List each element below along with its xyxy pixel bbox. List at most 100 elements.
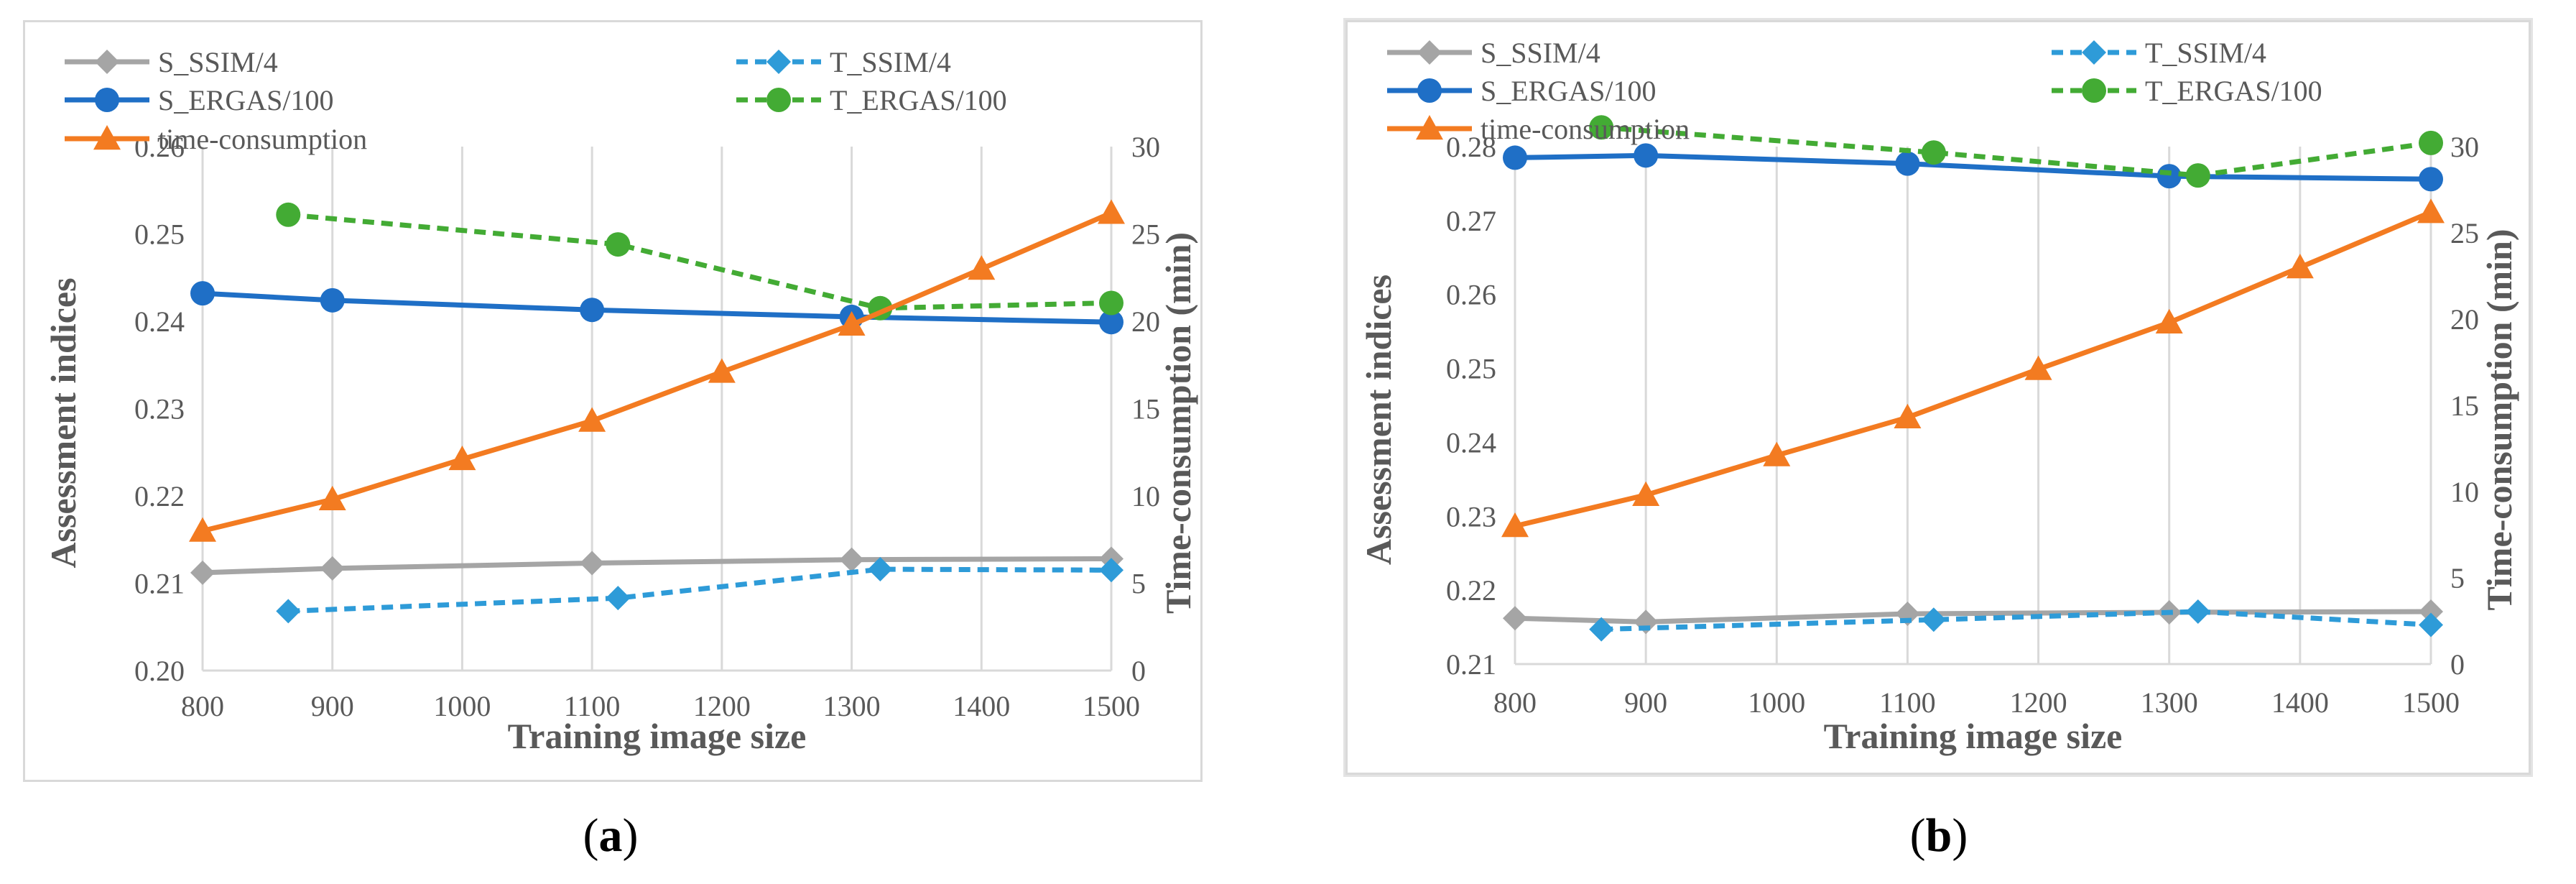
y2-tick-label: 5 bbox=[1131, 568, 1146, 600]
series-s-ssim-4 bbox=[190, 546, 1123, 585]
legend-label: T_SSIM/4 bbox=[2145, 37, 2266, 69]
data-point-t-ssim-4 bbox=[2419, 612, 2443, 637]
legend-marker bbox=[1416, 115, 1443, 140]
y-tick-label: 0.28 bbox=[1446, 131, 1496, 163]
data-point-s-ergas-100 bbox=[1634, 143, 1659, 168]
legend-marker bbox=[766, 50, 791, 74]
caption-b-letter: b bbox=[1925, 809, 1952, 862]
data-point-t-ergas-100 bbox=[276, 202, 301, 227]
x-axis-title: Training image size bbox=[1824, 716, 2123, 756]
y-tick-label: 0.22 bbox=[134, 480, 185, 512]
caption-a-letter: a bbox=[598, 809, 623, 862]
data-point-time-consumption bbox=[2417, 198, 2445, 224]
legend-item-time-consumption: time-consumption bbox=[1387, 113, 1690, 145]
x-tick-label: 900 bbox=[1624, 686, 1667, 719]
y-tick-label: 0.26 bbox=[1446, 279, 1496, 311]
x-tick-label: 1300 bbox=[823, 690, 881, 722]
y-tick-label: 0.24 bbox=[1446, 426, 1496, 459]
data-point-s-ssim-4 bbox=[190, 560, 215, 585]
chart-a-svg: 800 900 1000 1100 1200 1300 1400 1500 0.20 0.21 0.… bbox=[43, 46, 1198, 756]
data-point-time-consumption bbox=[189, 517, 216, 542]
data-point-t-ssim-4 bbox=[276, 599, 301, 624]
data-point-s-ergas-100 bbox=[2156, 164, 2182, 189]
series-line-t-ergas-100 bbox=[287, 212, 1112, 311]
data-point-t-ergas-100 bbox=[1589, 115, 1614, 140]
legend-label: T_ERGAS/100 bbox=[2145, 75, 2322, 107]
series-line-t-ergas-100 bbox=[1600, 124, 2432, 178]
data-point-time-consumption bbox=[2155, 308, 2183, 333]
legend-marker bbox=[766, 88, 791, 112]
data-point-s-ssim-4 bbox=[2419, 599, 2443, 624]
legend-marker bbox=[95, 88, 119, 112]
data-point-s-ergas-100 bbox=[2419, 167, 2443, 192]
x-tick-label: 1200 bbox=[693, 690, 751, 722]
caption-b: (b) bbox=[1909, 809, 1968, 862]
legend-label: T_SSIM/4 bbox=[830, 46, 951, 78]
x-tick-label: 900 bbox=[311, 690, 354, 722]
data-point-t-ergas-100 bbox=[2185, 163, 2210, 188]
legend-label: T_ERGAS/100 bbox=[830, 84, 1007, 116]
series-s-ergas-100 bbox=[1503, 143, 2443, 192]
data-point-time-consumption bbox=[1632, 481, 1660, 506]
data-point-t-ssim-4 bbox=[1921, 607, 1946, 632]
series-time-consumption bbox=[189, 199, 1125, 542]
data-point-t-ssim-4 bbox=[1099, 558, 1123, 583]
data-point-time-consumption bbox=[838, 310, 866, 336]
x-tick-label: 1100 bbox=[1879, 686, 1936, 719]
chart-b-svg: 800 900 1000 1100 1200 1300 1400 1500 0.21 0.22 0.… bbox=[1358, 37, 2519, 756]
series-line-time-consumption bbox=[1514, 209, 2432, 529]
legend-item-s-ssim-4: S_SSIM/4 bbox=[1387, 37, 1600, 69]
y-tick-label: 0.24 bbox=[134, 305, 185, 338]
y2-tick-label: 30 bbox=[2450, 131, 2479, 163]
data-point-time-consumption bbox=[708, 358, 736, 383]
legend-label: time-consumption bbox=[1481, 113, 1690, 145]
y-tick-label: 0.23 bbox=[1446, 500, 1496, 533]
y2-tick-label: 20 bbox=[2450, 303, 2479, 336]
series-line-t-ssim-4 bbox=[1601, 609, 2432, 632]
data-point-s-ergas-100 bbox=[1503, 145, 1527, 170]
data-point-time-consumption bbox=[448, 445, 476, 471]
legend-marker bbox=[1417, 40, 1442, 65]
series-t-ssim-4 bbox=[1589, 599, 2443, 642]
legend-item-t-ssim-4: T_SSIM/4 bbox=[2052, 37, 2266, 69]
y-tick-label: 0.22 bbox=[1446, 574, 1496, 607]
data-point-t-ergas-100 bbox=[2419, 130, 2443, 155]
y-tick-label: 0.27 bbox=[1446, 205, 1496, 237]
data-point-s-ssim-4 bbox=[839, 547, 864, 572]
y-tick-label: 0.21 bbox=[1446, 648, 1496, 681]
legend-marker bbox=[93, 125, 121, 150]
legend-item-t-ergas-100: T_ERGAS/100 bbox=[736, 84, 1007, 116]
legend-label: S_ERGAS/100 bbox=[158, 84, 334, 116]
legend-item-s-ssim-4: S_SSIM/4 bbox=[65, 46, 278, 78]
x-tick-label: 800 bbox=[1493, 686, 1537, 719]
series-s-ergas-100 bbox=[190, 281, 1123, 335]
legend-label: S_ERGAS/100 bbox=[1481, 75, 1657, 107]
data-point-time-consumption bbox=[2024, 355, 2052, 380]
data-point-time-consumption bbox=[1894, 403, 1922, 428]
x-tick-label: 1500 bbox=[2402, 686, 2460, 719]
y2-tick-label: 25 bbox=[1131, 218, 1160, 251]
legend-marker bbox=[1417, 78, 1442, 103]
y2-tick-label: 5 bbox=[2450, 562, 2465, 594]
series-line-time-consumption bbox=[202, 211, 1113, 534]
data-point-t-ssim-4 bbox=[868, 557, 893, 582]
y2-tick-label: 0 bbox=[2450, 648, 2465, 681]
data-point-t-ssim-4 bbox=[2185, 599, 2210, 624]
x-axis-title: Training image size bbox=[508, 716, 807, 756]
series-time-consumption bbox=[1501, 198, 2445, 538]
data-point-time-consumption bbox=[578, 407, 606, 432]
data-point-s-ssim-4 bbox=[580, 551, 605, 576]
x-tick-label: 1000 bbox=[1748, 686, 1805, 719]
data-point-t-ergas-100 bbox=[1921, 140, 1946, 165]
data-point-t-ssim-4 bbox=[606, 586, 631, 611]
data-point-s-ssim-4 bbox=[320, 556, 345, 581]
x-tick-label: 800 bbox=[181, 690, 224, 722]
x-tick-label: 1400 bbox=[2271, 686, 2329, 719]
y2-tick-label: 0 bbox=[1131, 655, 1146, 687]
data-point-s-ssim-4 bbox=[1634, 609, 1659, 635]
legend-marker bbox=[2082, 40, 2106, 65]
legend-item-time-consumption: time-consumption bbox=[65, 123, 367, 155]
data-point-s-ergas-100 bbox=[1895, 151, 1920, 176]
x-tick-label: 1500 bbox=[1083, 690, 1140, 722]
data-point-time-consumption bbox=[318, 485, 346, 511]
